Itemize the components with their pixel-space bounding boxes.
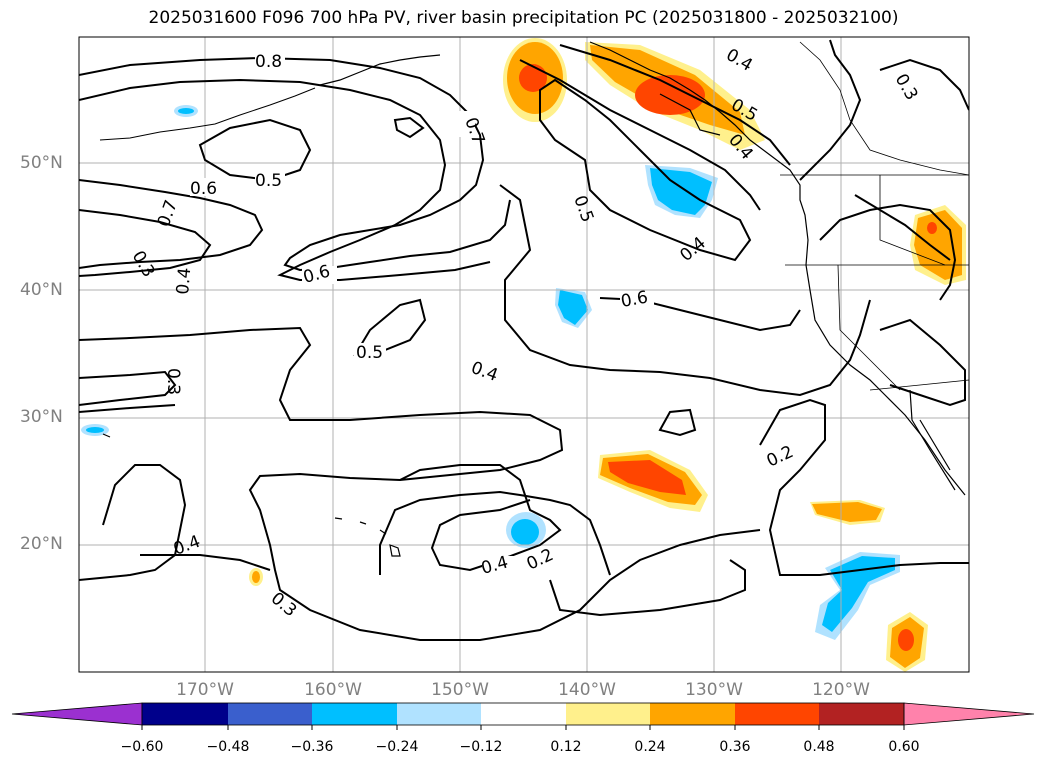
contour-label: 0.3: [128, 248, 159, 281]
map-title: 2025031600 F096 700 hPa PV, river basin …: [148, 8, 899, 28]
lat-label: 50°N: [20, 153, 63, 173]
contour-label: 0.4: [676, 233, 710, 266]
lon-label: 140°W: [558, 680, 616, 700]
contour-label: 0.3: [891, 71, 922, 104]
lon-label: 150°W: [431, 680, 489, 700]
colorbar-tick-label: −0.12: [459, 739, 503, 755]
colorbar-bin: [142, 703, 228, 725]
colorbar-bin: [481, 703, 566, 725]
coastlines: [99, 41, 969, 557]
contour-label: 0.6: [619, 288, 649, 312]
pv-contours: [79, 39, 969, 641]
contour-label: 0.6: [190, 179, 217, 199]
map-plot-area: 0.8 0.7 0.6 0.5 0.7 0.3 0.4 0.6 0.5 0.4 …: [79, 37, 969, 672]
contour-label: 0.8: [255, 52, 282, 72]
lat-label: 30°N: [20, 407, 63, 427]
colorbar-tick-label: 0.24: [634, 739, 666, 755]
contour-label: 0.5: [356, 343, 383, 363]
colorbar-tick-label: 0.60: [888, 739, 920, 755]
contour-label: 0.3: [267, 589, 301, 622]
colorbar-bin: [650, 703, 735, 725]
colorbar-tick-label: −0.60: [120, 739, 164, 755]
precip-shading: [81, 38, 966, 672]
colorbar: [11, 702, 1035, 730]
lat-label: 20°N: [20, 534, 63, 554]
contour-label: 0.5: [569, 193, 597, 225]
colorbar-bin: [566, 703, 650, 725]
colorbar-tick-label: −0.24: [375, 739, 419, 755]
lon-label: 160°W: [304, 680, 362, 700]
colorbar-tick-label: 0.36: [719, 739, 751, 755]
lon-label: 130°W: [685, 680, 743, 700]
colorbar-extend-high: [903, 702, 1035, 726]
contour-label: 0.7: [460, 115, 488, 147]
contour-label: 0.3: [163, 368, 183, 395]
colorbar-bin: [312, 703, 397, 725]
colorbar-tick-label: −0.36: [290, 739, 334, 755]
colorbar-bin: [735, 703, 819, 725]
plot-frame: [78, 36, 970, 673]
contour-label: 0.2: [764, 442, 797, 472]
colorbar-tick-label: 0.12: [550, 739, 582, 755]
colorbar-bin: [228, 703, 312, 725]
lon-label: 170°W: [176, 680, 234, 700]
lon-label: 120°W: [812, 680, 870, 700]
contour-label: 0.4: [173, 267, 195, 296]
colorbar-tick-label: 0.48: [803, 739, 835, 755]
colorbar-bin: [819, 703, 904, 725]
contour-label: 0.7: [154, 197, 182, 229]
contour-label: 0.4: [723, 45, 756, 76]
contour-label: 0.5: [255, 171, 282, 191]
graticule: [79, 37, 969, 672]
colorbar-tick-label: −0.48: [206, 739, 250, 755]
colorbar-extend-low: [11, 702, 143, 726]
lat-label: 40°N: [20, 280, 63, 300]
colorbar-bin: [397, 703, 481, 725]
